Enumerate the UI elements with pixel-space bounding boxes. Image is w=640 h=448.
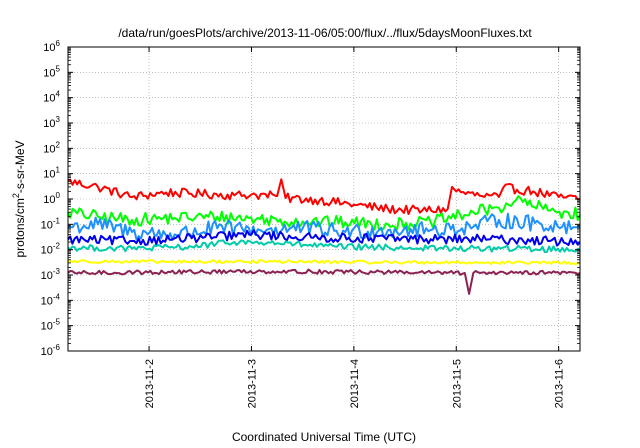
series-line <box>67 239 581 253</box>
y-tick-label: 10-5 <box>41 318 61 333</box>
chart-title: /data/run/goesPlots/archive/2013-11-06/0… <box>118 26 532 40</box>
x-tick-label: 2013-11-5 <box>451 359 463 408</box>
y-axis-label: protons/cm2-s-sr-MeV <box>11 140 27 257</box>
x-axis: 2013-11-2 2013-11-3 2013-11-4 2013-11-5 2013… <box>144 47 566 408</box>
y-tick-label: 10-3 <box>41 267 61 282</box>
y-tick-label: 10-4 <box>41 292 61 307</box>
x-tick-label: 2013-11-6 <box>554 359 566 408</box>
x-tick-label: 2013-11-3 <box>246 359 258 408</box>
series-line <box>67 195 581 231</box>
series-line <box>67 268 581 295</box>
series-line <box>67 178 581 215</box>
series-layer <box>67 178 581 295</box>
y-tick-label: 105 <box>43 64 60 79</box>
y-tick-label: 10-1 <box>41 216 61 231</box>
series-line <box>67 229 581 247</box>
y-tick-label: 10-6 <box>41 343 61 358</box>
y-tick-label: 100 <box>43 191 60 206</box>
grid-layer <box>68 47 580 351</box>
y-tick-label: 10-2 <box>41 242 61 257</box>
y-tick-label: 106 <box>43 39 60 54</box>
y-tick-label: 103 <box>43 115 60 130</box>
y-tick-label: 101 <box>43 166 60 181</box>
series-line <box>67 259 581 266</box>
series-line <box>67 212 581 241</box>
x-tick-label: 2013-11-2 <box>144 359 156 408</box>
y-tick-label: 102 <box>43 140 60 155</box>
x-tick-label: 2013-11-4 <box>349 359 361 408</box>
y-axis: 10-6 10-5 10-4 10-3 10-2 10-1 100 101 102 103 104 1… <box>41 39 580 358</box>
y-tick-label: 104 <box>43 90 60 105</box>
x-axis-label: Coordinated Universal Time (UTC) <box>232 430 416 444</box>
